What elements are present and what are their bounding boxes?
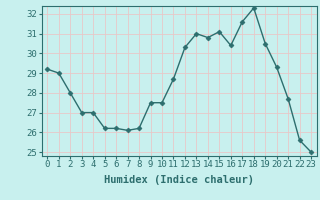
X-axis label: Humidex (Indice chaleur): Humidex (Indice chaleur) xyxy=(104,175,254,185)
